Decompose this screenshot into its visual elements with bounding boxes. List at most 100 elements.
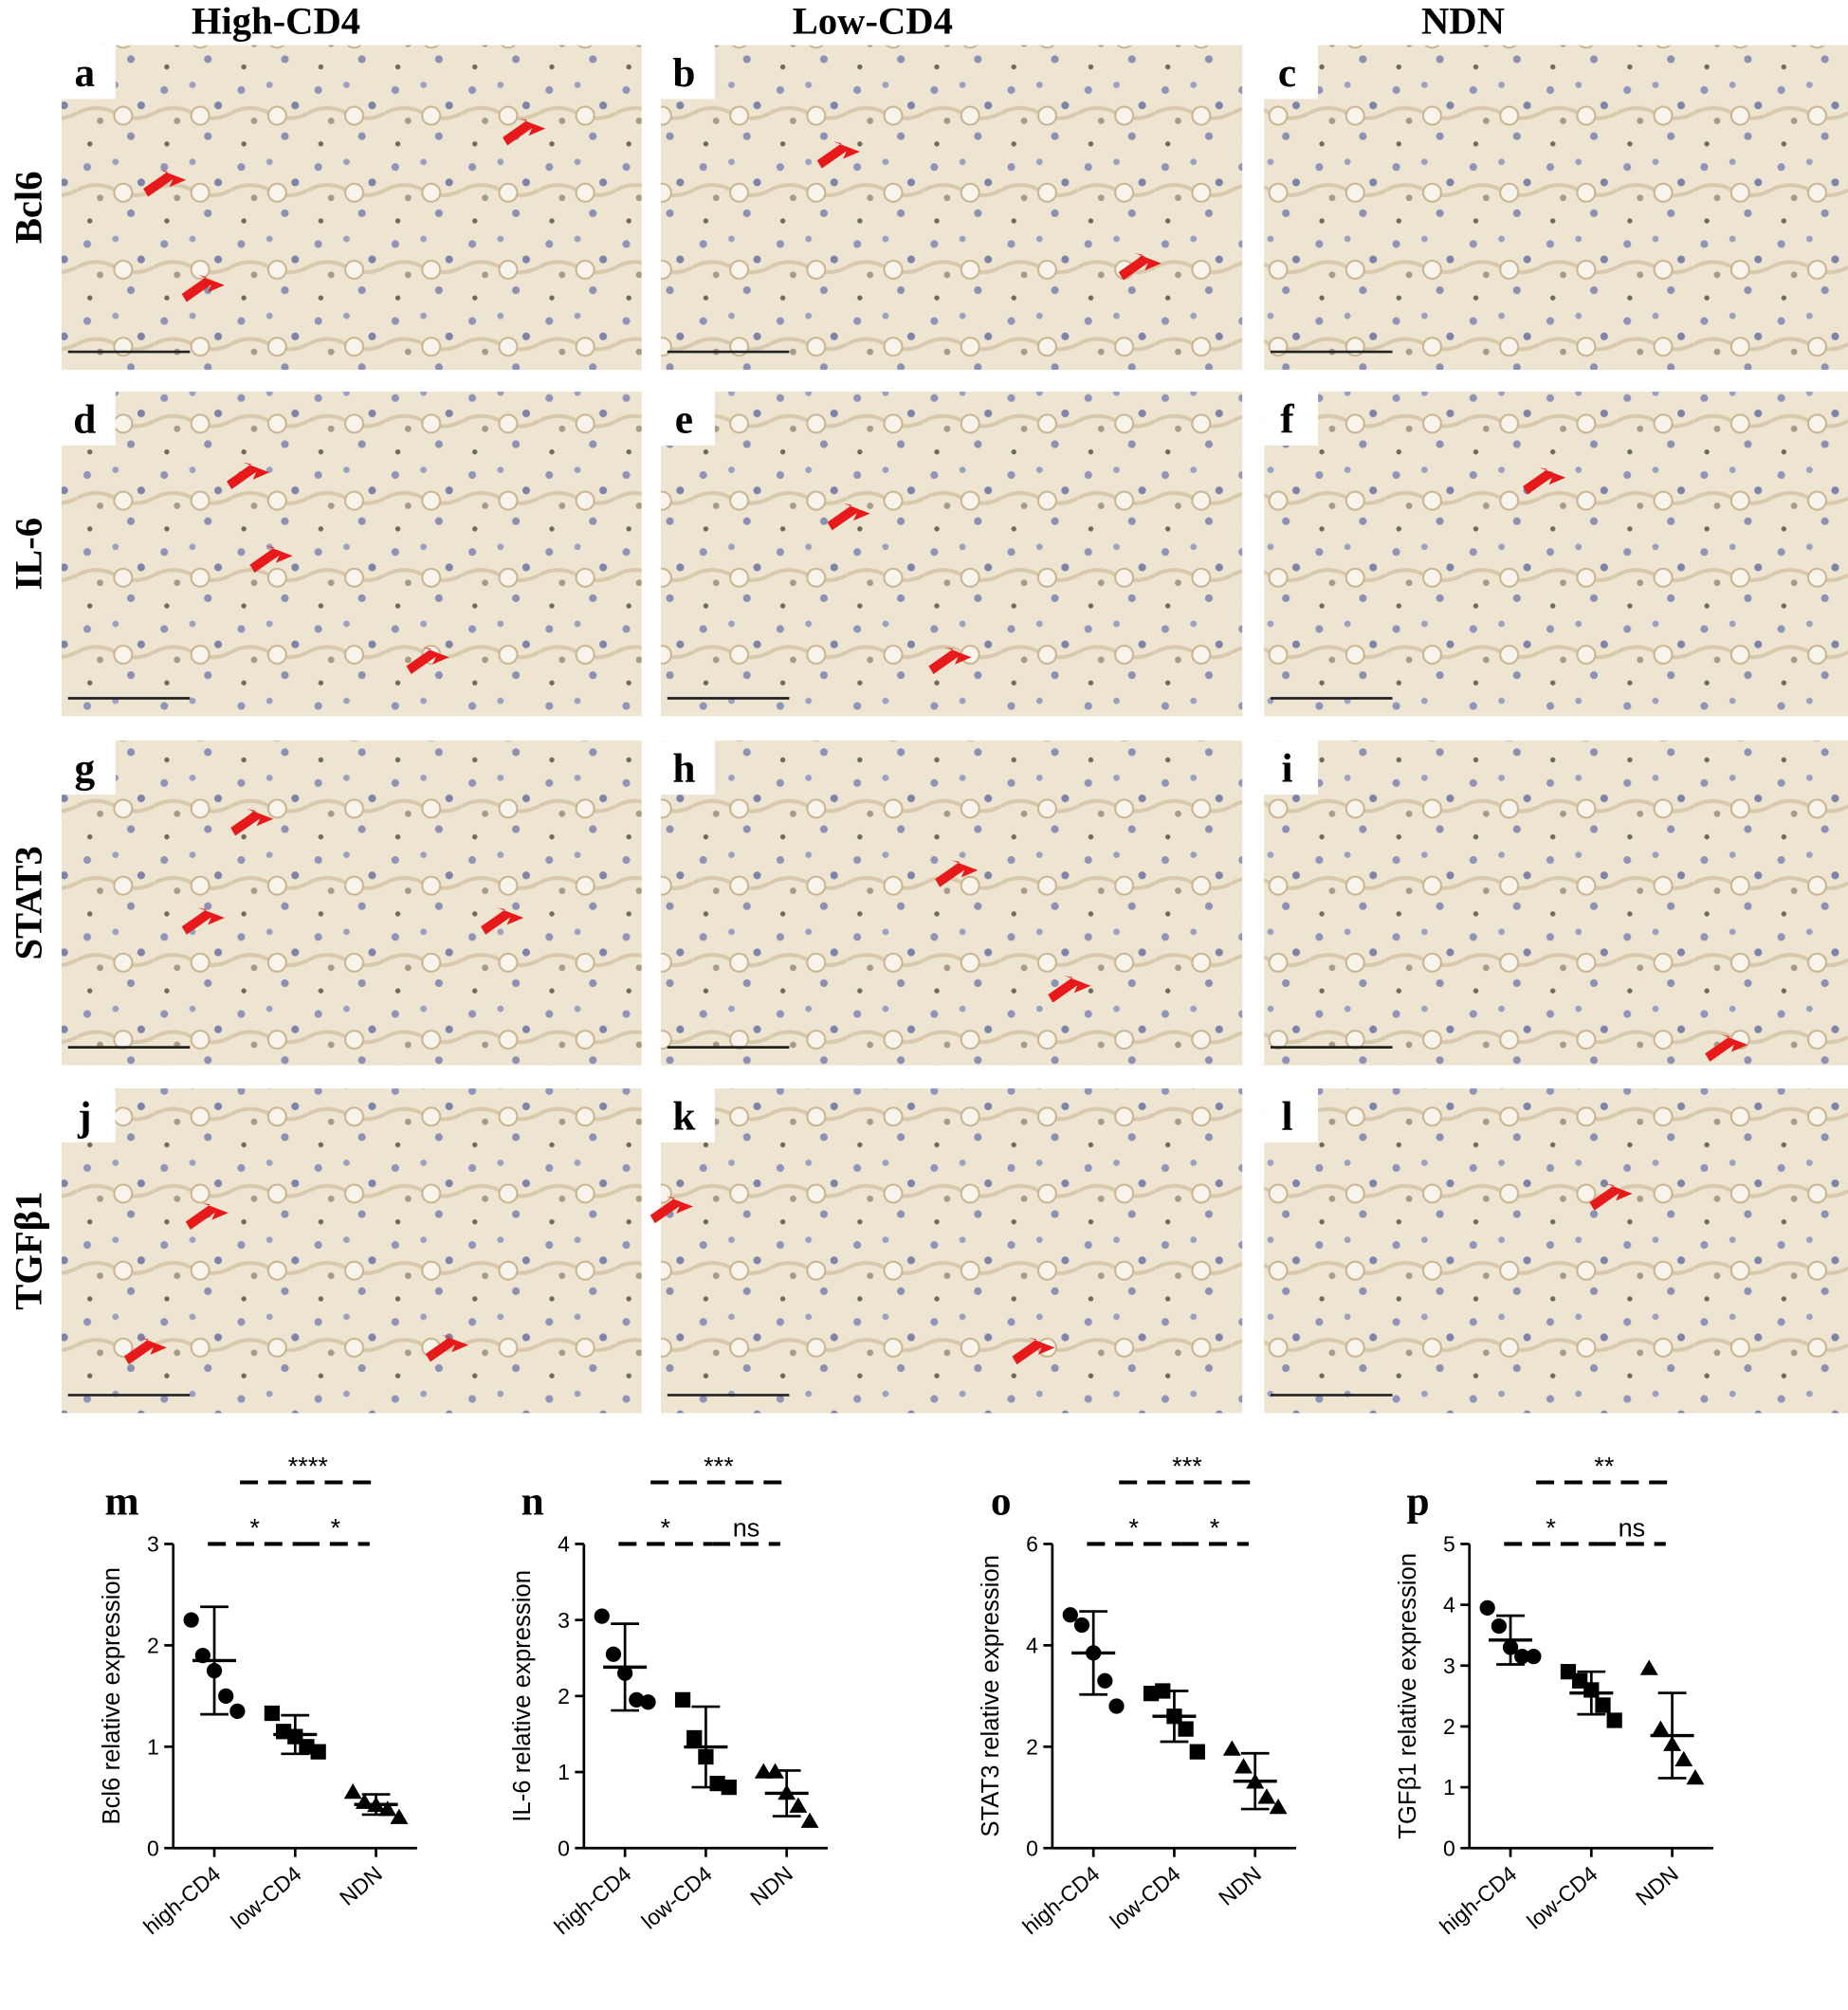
arrow xyxy=(143,170,187,197)
panel-letter: b xyxy=(672,50,695,96)
data-point xyxy=(1674,1750,1693,1766)
data-point xyxy=(378,1800,397,1817)
significance-label: ns xyxy=(1619,1513,1646,1542)
x-tick-label: low-CD4 xyxy=(636,1861,716,1934)
arrow xyxy=(249,545,293,574)
data-point xyxy=(1222,1740,1241,1756)
data-point xyxy=(229,1703,246,1720)
data-point xyxy=(1097,1672,1113,1689)
panel-letter-box xyxy=(661,740,715,795)
data-point xyxy=(343,1782,362,1800)
arrow xyxy=(1523,467,1566,495)
data-point xyxy=(183,1612,199,1628)
data-point xyxy=(605,1646,622,1662)
arrow xyxy=(481,907,524,935)
x-tick-label: NDN xyxy=(745,1861,797,1910)
panel-letter-box xyxy=(1264,1087,1319,1142)
panel-letter-box xyxy=(661,1087,715,1142)
y-axis-label: STAT3 relative expression xyxy=(978,1555,1004,1837)
column-header: NDN xyxy=(1421,0,1505,42)
arrow xyxy=(227,462,270,490)
y-tick-label: 4 xyxy=(1443,1593,1455,1617)
micrograph xyxy=(661,740,1243,1066)
row-label: TGFβ1 xyxy=(7,1192,49,1310)
y-tick-label: 0 xyxy=(147,1836,159,1860)
micrograph xyxy=(1264,740,1848,1066)
panel-letter: l xyxy=(1282,1093,1293,1139)
data-point xyxy=(686,1729,703,1746)
row-label: IL-6 xyxy=(7,518,49,591)
x-tick-label: low-CD4 xyxy=(226,1861,305,1934)
arrow xyxy=(185,1202,229,1231)
arrow xyxy=(827,502,870,531)
micrograph xyxy=(61,1087,642,1414)
x-tick-label: high-CD4 xyxy=(549,1861,635,1940)
x-tick-label: NDN xyxy=(335,1861,387,1910)
row-label: Bcl6 xyxy=(7,171,49,244)
micrograph xyxy=(661,392,1243,717)
micrograph xyxy=(1264,45,1848,371)
y-tick-label: 1 xyxy=(147,1734,159,1759)
y-tick-label: 6 xyxy=(1026,1532,1038,1557)
y-axis-label: TGFβ1 relative expression xyxy=(1395,1553,1421,1839)
micrograph xyxy=(661,45,1243,371)
arrow xyxy=(928,647,972,674)
significance-label: *** xyxy=(704,1452,734,1480)
panel-letter-box xyxy=(1264,392,1319,446)
significance-label: * xyxy=(249,1513,260,1542)
arrow xyxy=(816,141,860,169)
arrow xyxy=(123,1337,167,1365)
data-point xyxy=(1108,1698,1125,1714)
significance-label: * xyxy=(1546,1513,1556,1542)
panel-letter-box xyxy=(61,740,116,795)
data-point xyxy=(1491,1617,1507,1635)
arrow xyxy=(1118,253,1162,281)
panel-letter-box xyxy=(1264,45,1319,100)
x-tick-label: high-CD4 xyxy=(1435,1861,1521,1940)
arrow xyxy=(425,1334,469,1362)
arrow xyxy=(1048,976,1091,1003)
y-tick-label: 2 xyxy=(147,1634,159,1658)
arrow xyxy=(181,275,225,302)
data-point xyxy=(1235,1758,1253,1774)
panel-letter: p xyxy=(1407,1478,1430,1524)
panel-letter-box xyxy=(61,45,116,100)
panel-letter: o xyxy=(991,1478,1012,1524)
y-tick-label: 2 xyxy=(1443,1714,1455,1739)
data-point xyxy=(1073,1617,1090,1634)
y-tick-label: 0 xyxy=(1026,1836,1038,1860)
panel-letter-box xyxy=(61,392,116,446)
data-point xyxy=(218,1688,234,1704)
panel-letter: j xyxy=(77,1093,91,1139)
data-point xyxy=(310,1744,326,1760)
panel-letter: e xyxy=(675,396,693,442)
y-axis-label: IL-6 relative expression xyxy=(509,1570,536,1822)
y-tick-label: 2 xyxy=(1026,1734,1038,1759)
y-axis-label: Bcl6 relative expression xyxy=(99,1567,125,1824)
panel-letter: g xyxy=(75,745,96,791)
arrow xyxy=(935,860,979,887)
significance-label: **** xyxy=(288,1452,329,1480)
panel-letter: m xyxy=(105,1478,139,1524)
x-tick-label: low-CD4 xyxy=(1522,1861,1601,1934)
data-point xyxy=(1178,1721,1194,1737)
micrograph xyxy=(1264,392,1848,717)
y-tick-label: 3 xyxy=(147,1532,159,1557)
micrograph xyxy=(61,45,642,371)
micrograph xyxy=(61,392,642,717)
significance-label: * xyxy=(661,1513,671,1542)
column-header: Low-CD4 xyxy=(793,0,953,42)
panel-letter: a xyxy=(75,50,96,96)
data-point xyxy=(264,1705,281,1722)
significance-label: *** xyxy=(1172,1452,1202,1480)
y-tick-label: 3 xyxy=(1443,1654,1455,1678)
data-point xyxy=(594,1608,610,1624)
arrow xyxy=(230,809,274,836)
data-point xyxy=(1062,1607,1078,1623)
panel-letter: k xyxy=(672,1093,696,1139)
panel-letter: n xyxy=(521,1478,544,1524)
data-point xyxy=(1686,1768,1705,1785)
data-point xyxy=(1269,1798,1288,1815)
data-point xyxy=(640,1694,656,1710)
